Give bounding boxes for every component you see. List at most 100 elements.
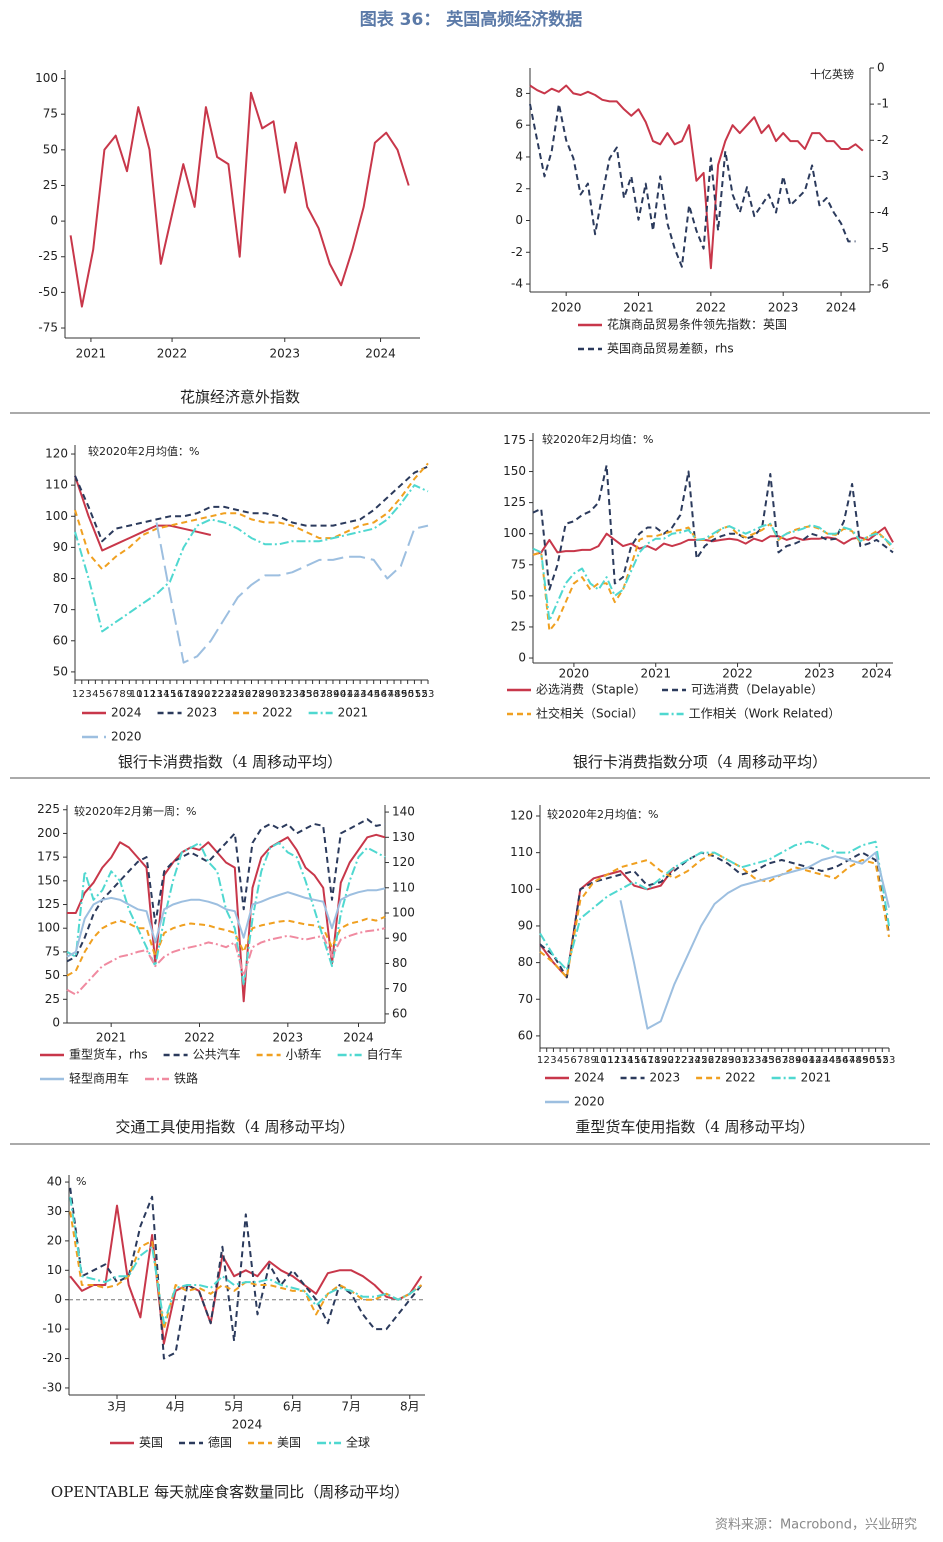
x-tick-label: 23: [681, 1055, 694, 1066]
y-tick-label: 90: [518, 918, 533, 932]
x-tick-label: 2021: [96, 1031, 127, 1045]
legend-label: 2023: [187, 706, 218, 720]
y2-tick-label: 90: [392, 931, 407, 945]
annotation: 较2020年2月均值：%: [547, 807, 658, 821]
x-tick-label: 12: [607, 1055, 620, 1066]
x-tick-label: 2021: [623, 301, 654, 315]
legend-label: 2023: [650, 1071, 681, 1085]
series-line: [539, 851, 890, 979]
legend-label: 轻型商用车: [69, 1071, 129, 1086]
y2-tick-label: 0: [877, 61, 885, 75]
x-tick-label: 3: [85, 689, 91, 700]
x-tick-label: 36: [306, 689, 319, 700]
y-tick-label: 70: [518, 992, 533, 1006]
y-tick-label: 25: [45, 992, 60, 1006]
page-title: 图表 36： 英国高频经济数据: [360, 9, 583, 30]
x-tick-label: 35: [762, 1055, 775, 1066]
y2-tick-label: 130: [392, 830, 415, 844]
x-tick-label: 47: [381, 689, 394, 700]
x-tick-label: 24: [688, 1055, 701, 1066]
x-tick-label: 40: [795, 1055, 808, 1066]
x-tick-label: 2020: [551, 301, 582, 315]
x-tick-label: 2024: [365, 347, 396, 361]
x-tick-label: 49: [856, 1055, 869, 1066]
x-tick-label: 15: [628, 1055, 641, 1066]
y-tick-label: -20: [42, 1351, 62, 1365]
legend-label: 全球: [346, 1435, 370, 1450]
series-line: [66, 818, 386, 963]
x-tick-label: 39: [327, 689, 340, 700]
x-tick-label: 30: [728, 1055, 741, 1066]
y-tick-label: 60: [518, 1028, 533, 1042]
y-tick-label: 40: [47, 1175, 62, 1189]
x-tick-label: 10: [594, 1055, 607, 1066]
x-tick-label: 2024: [861, 667, 892, 681]
legend-label: 工作相关（Work Related）: [689, 707, 841, 721]
y-tick-label: 50: [53, 664, 68, 678]
x-tick-label: 52: [876, 1055, 889, 1066]
y-tick-label: 70: [53, 602, 68, 616]
legend-label: 德国: [208, 1435, 232, 1450]
x-tick-label: 7: [577, 1055, 583, 1066]
annotation: 较2020年2月第一周：%: [74, 804, 196, 818]
y2-tick-label: 70: [392, 981, 407, 995]
series-line: [66, 927, 386, 996]
x-tick-label: 4: [92, 689, 98, 700]
y-tick-label: 50: [45, 968, 60, 982]
x-tick-label: 32: [279, 689, 292, 700]
y2-tick-label: 60: [392, 1006, 407, 1020]
x-tick-label: 52: [415, 689, 428, 700]
series-line: [529, 103, 856, 268]
y-tick-label: 6: [515, 118, 523, 132]
x-tick-label: 26: [701, 1055, 714, 1066]
y-tick-label: 110: [45, 478, 68, 492]
x-tick-label: 2: [544, 1055, 550, 1066]
legend-label: 英国商品贸易差额，rhs: [607, 341, 734, 356]
y2-tick-label: 110: [392, 880, 415, 894]
legend-label: 英国: [139, 1436, 163, 1450]
x-tick-label: 23: [218, 689, 231, 700]
legend-label: 2022: [262, 706, 293, 720]
y-tick-label: 175: [503, 433, 526, 447]
x-tick-label: 5月: [224, 1400, 244, 1414]
y2-tick-label: 120: [392, 855, 415, 869]
y-tick-label: 50: [43, 142, 58, 156]
x-tick-label: 36: [769, 1055, 782, 1066]
series-line: [69, 91, 410, 308]
x-tick-label: 29: [722, 1055, 735, 1066]
x-tick-label: 15: [164, 689, 177, 700]
x-tick-label: 18: [184, 689, 197, 700]
x-tick-label: 9: [126, 689, 132, 700]
chart-caption: 交通工具使用指数（4 周移动平均）: [115, 1118, 354, 1136]
x-tick-label: 21: [204, 689, 217, 700]
y-tick-label: -25: [38, 249, 58, 263]
x-tick-label: 6: [570, 1055, 576, 1066]
x-tick-label: 26: [238, 689, 251, 700]
x-tick-label: 6月: [283, 1400, 303, 1414]
x-tick-label: 2024: [343, 1031, 374, 1045]
y-tick-label: 125: [503, 495, 526, 509]
y-tick-label: 0: [515, 213, 523, 227]
x-tick-label: 35: [299, 689, 312, 700]
y-tick-label: 20: [47, 1233, 62, 1247]
x-tick-label: 2021: [76, 347, 107, 361]
x-tick-label: 22: [675, 1055, 688, 1066]
x-tick-label: 14: [621, 1055, 634, 1066]
y-tick-label: 4: [515, 149, 523, 163]
y-tick-label: 80: [518, 955, 533, 969]
legend-label: 小轿车: [286, 1047, 322, 1062]
x-tick-label: 6: [106, 689, 112, 700]
x-tick-label: 12: [143, 689, 156, 700]
x-tick-label: 8: [119, 689, 125, 700]
y-tick-label: 100: [35, 71, 58, 85]
legend-label: 美国: [277, 1436, 301, 1450]
x-tick-label: 41: [802, 1055, 815, 1066]
annotation: 十亿英镑: [810, 67, 854, 81]
x-tick-label: 13: [614, 1055, 627, 1066]
x-tick-label: 33: [286, 689, 299, 700]
legend-label: 2022: [725, 1071, 756, 1085]
x-tick-label: 48: [388, 689, 401, 700]
x-tick-label: 11: [601, 1055, 614, 1066]
x-tick-label: 50: [401, 689, 414, 700]
y-tick-label: -10: [42, 1322, 62, 1336]
